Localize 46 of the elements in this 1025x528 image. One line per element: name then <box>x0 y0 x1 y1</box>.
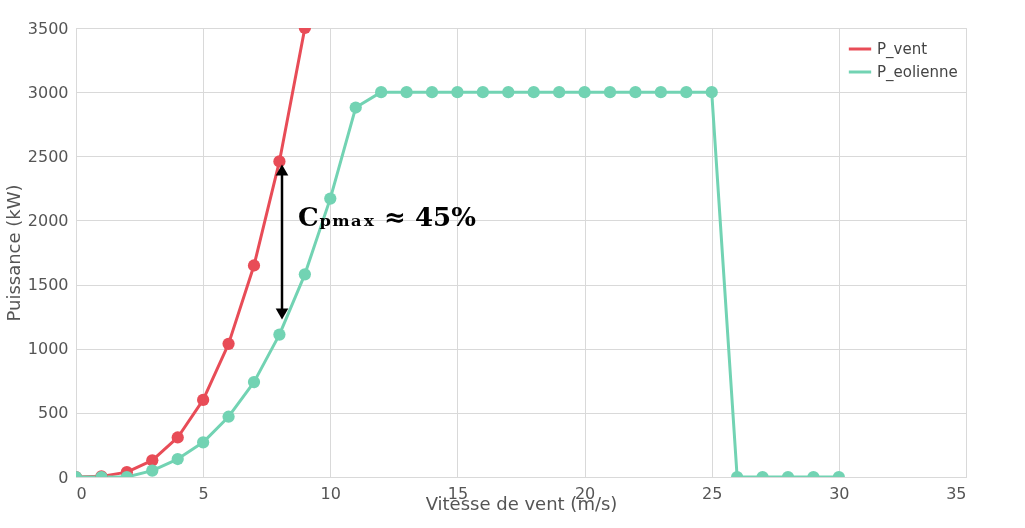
point <box>273 155 286 168</box>
y-axis-title: Puissance (kW) <box>2 184 24 322</box>
point <box>425 86 439 99</box>
legend-label: P_eolienne <box>877 63 958 82</box>
point <box>578 86 591 99</box>
y-tick-label: 2500 <box>27 146 69 166</box>
y-tick-label: 3500 <box>27 18 69 38</box>
point <box>298 268 311 281</box>
point <box>247 375 261 389</box>
point <box>451 86 464 99</box>
x-tick-label: 5 <box>198 483 209 503</box>
point <box>146 464 159 477</box>
x-tick-label: 35 <box>946 483 967 503</box>
point <box>222 410 235 423</box>
y-tick-label: 1000 <box>27 339 69 359</box>
y-tick-label: 0 <box>58 467 69 487</box>
y-tick-label: 2000 <box>27 210 69 230</box>
point <box>553 86 566 99</box>
point <box>222 337 235 350</box>
point <box>527 86 540 99</box>
point <box>502 86 515 99</box>
point <box>603 86 617 99</box>
point <box>197 436 210 449</box>
point <box>247 259 261 272</box>
point <box>171 431 184 444</box>
point <box>171 452 184 466</box>
y-tick-label: 3000 <box>27 82 69 102</box>
point <box>324 192 337 205</box>
point <box>654 86 667 99</box>
legend-label: P_vent <box>877 40 928 59</box>
point <box>705 86 718 99</box>
point <box>197 393 210 407</box>
point <box>273 328 286 341</box>
point <box>629 86 642 99</box>
point <box>349 101 362 114</box>
point <box>400 86 413 99</box>
x-tick-label: 25 <box>702 483 723 503</box>
point <box>146 454 159 467</box>
x-tick-label: 30 <box>829 483 850 503</box>
point <box>375 86 388 99</box>
x-tick-label: 10 <box>320 483 341 503</box>
y-tick-label: 1500 <box>27 275 69 295</box>
x-tick-label: 0 <box>76 483 87 503</box>
y-tick-label: 500 <box>37 403 69 423</box>
point <box>476 86 489 99</box>
point <box>680 86 693 99</box>
